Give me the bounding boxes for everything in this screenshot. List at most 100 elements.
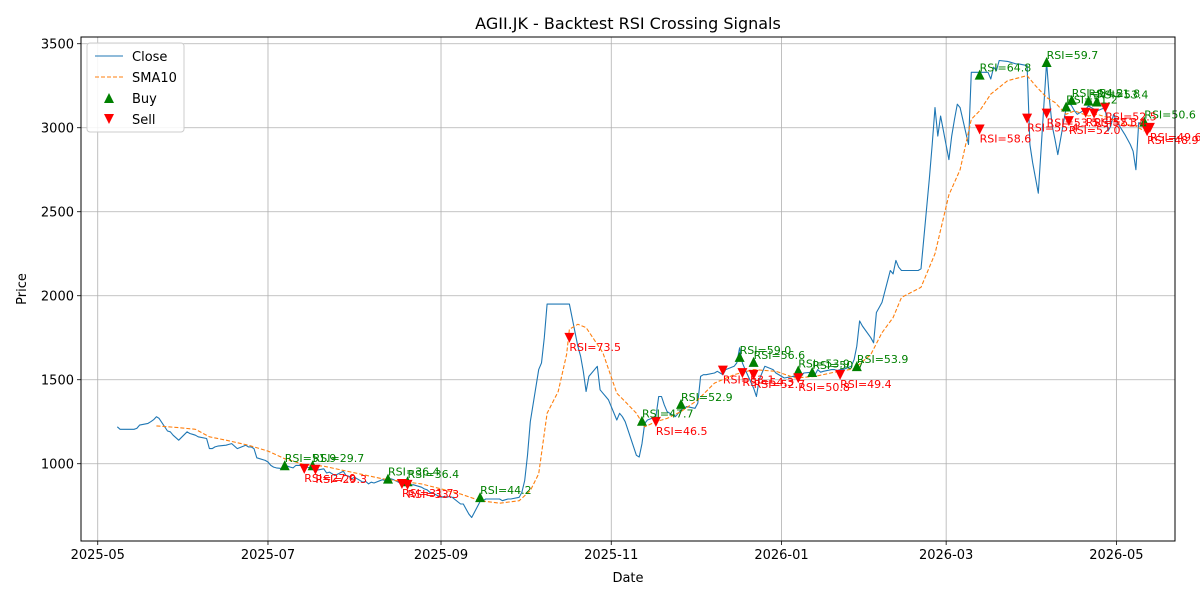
sell-label: RSI=53.5: [1047, 117, 1099, 130]
buy-label: RSI=53.9: [798, 357, 850, 370]
sell-marker: [835, 369, 846, 380]
buy-label: RSI=59.7: [1047, 49, 1099, 62]
signal-markers: [279, 57, 1155, 503]
y-tick-label: 1500: [41, 374, 74, 389]
sell-label: RSI=33.3: [408, 488, 460, 501]
buy-marker: [676, 398, 687, 409]
x-tick-label: 2026-05: [1089, 548, 1143, 563]
x-tick-label: 2026-03: [919, 548, 973, 563]
buy-label: RSI=50.6: [1144, 109, 1196, 122]
buy-marker: [1066, 94, 1077, 105]
grid: [81, 37, 1175, 541]
series-layer: [116, 59, 1145, 519]
sell-marker: [748, 369, 759, 380]
buy-label: RSI=36.4: [408, 468, 460, 481]
y-tick-label: 2500: [41, 206, 74, 221]
buy-marker: [734, 351, 745, 362]
buy-label: RSI=64.8: [980, 62, 1032, 75]
chart-title: AGII.JK - Backtest RSI Crossing Signals: [475, 14, 781, 33]
sell-label: RSI=49.4: [840, 378, 892, 391]
legend-buy-marker: [104, 93, 114, 103]
buy-label: RSI=51.9: [285, 452, 337, 465]
buy-marker: [748, 356, 759, 367]
sell-label: RSI=52.7: [754, 378, 806, 391]
sell-marker: [299, 463, 310, 474]
sell-label: RSI=31.7: [402, 487, 454, 500]
x-tick-label: 2026-01: [754, 548, 808, 563]
buy-label: RSI=29.7: [313, 452, 365, 465]
sell-marker: [717, 365, 728, 376]
sell-marker: [737, 368, 748, 379]
axis-ticks: 2025-05 2025-07 2025-09 2025-11 2026-01 2026-…: [41, 38, 1144, 563]
legend: Close SMA10 Buy Sell: [86, 42, 185, 133]
buy-label: RSI=51.8: [1088, 88, 1140, 101]
y-tick-label: 1000: [41, 458, 74, 473]
legend-box: [86, 42, 185, 133]
buy-marker: [1041, 57, 1052, 68]
y-axis-title: Price: [15, 273, 30, 305]
sell-label: RSI=52.0: [1069, 124, 1121, 137]
buy-label: RSI=36.4: [388, 466, 440, 479]
y-tick-label: 3500: [41, 38, 74, 53]
x-tick-label: 2025-11: [584, 548, 638, 563]
y-tick-label: 2000: [41, 290, 74, 305]
legend-sell-label: Sell: [132, 113, 155, 128]
series-sma10-line: [156, 75, 1145, 504]
sell-label: RSI=27.0: [304, 472, 356, 485]
buy-label: RSI=44.2: [480, 484, 532, 497]
legend-close-label: Close: [132, 50, 167, 65]
sell-marker: [1100, 102, 1111, 113]
sell-label: RSI=55.4: [1027, 122, 1079, 135]
y-tick-label: 3000: [41, 122, 74, 137]
plot-frame: [80, 36, 1176, 542]
buy-marker: [1083, 95, 1094, 106]
buy-marker: [1091, 96, 1102, 107]
sell-label: RSI=52.5: [1105, 111, 1157, 124]
buy-label: RSI=52.9: [681, 391, 733, 404]
buy-marker: [807, 367, 818, 377]
buy-marker: [851, 361, 862, 372]
sell-label: RSI=46.5: [656, 425, 708, 438]
buy-marker: [974, 69, 985, 80]
sell-marker: [650, 416, 661, 427]
buy-marker: [382, 473, 393, 484]
sell-marker: [1089, 108, 1100, 119]
series-close-line: [116, 59, 1145, 519]
buy-marker: [636, 415, 647, 426]
legend-sma-label: SMA10: [132, 71, 177, 86]
x-tick-label: 2025-07: [241, 548, 295, 563]
sell-label: RSI=50.8: [798, 381, 850, 394]
x-tick-label: 2025-05: [71, 548, 125, 563]
sell-label: RSI=54.3: [742, 376, 794, 389]
sell-marker: [1022, 113, 1033, 124]
buy-label: RSI=51.2: [1066, 94, 1118, 107]
sell-label: RSI=53.1: [723, 374, 775, 387]
sell-label: RSI=29.3: [315, 473, 367, 486]
sell-label: RSI=52.3: [1086, 116, 1138, 129]
legend-buy-label: Buy: [132, 92, 157, 107]
legend-sell-marker: [104, 114, 114, 124]
x-axis-title: Date: [612, 571, 643, 586]
buy-marker: [1061, 101, 1072, 112]
buy-label: RSI=56.6: [754, 349, 806, 362]
buy-marker: [279, 460, 290, 471]
buy-label: RSI=50.7: [812, 359, 864, 372]
sell-marker: [310, 464, 321, 475]
buy-label: RSI=59.0: [740, 344, 792, 357]
buy-label: RSI=54.2: [1072, 87, 1124, 100]
buy-marker: [475, 492, 486, 503]
sell-marker: [402, 479, 413, 490]
sell-marker: [974, 124, 985, 135]
sell-label: RSI=51.4: [1094, 117, 1146, 130]
x-tick-label: 2025-09: [414, 548, 468, 563]
sell-marker: [564, 332, 575, 343]
sell-label: RSI=73.5: [569, 341, 621, 354]
sell-label: RSI=58.6: [980, 133, 1032, 146]
sell-marker: [1041, 108, 1052, 119]
sell-marker: [1080, 107, 1091, 118]
sell-label: RSI=48.9: [1147, 134, 1199, 147]
sell-marker: [793, 373, 804, 384]
